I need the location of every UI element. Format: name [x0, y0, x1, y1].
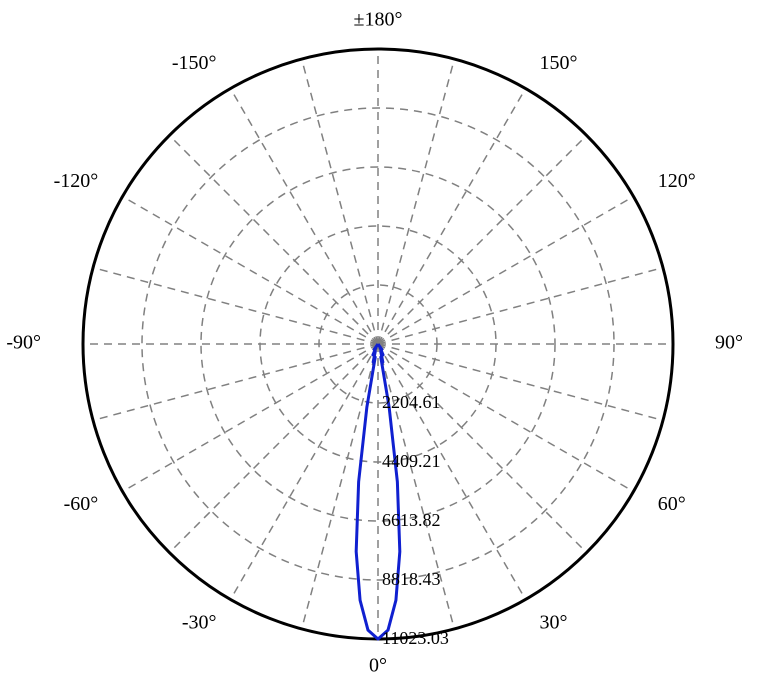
radial-tick-label: 6613.82 — [382, 510, 441, 530]
angle-label: 120° — [658, 170, 696, 192]
radial-tick-label: 11023.03 — [382, 628, 449, 648]
angle-label: 90° — [715, 332, 743, 354]
radial-tick-label: 8818.43 — [382, 569, 441, 589]
radial-tick-label: 4409.21 — [382, 451, 441, 471]
angle-label: -90° — [6, 332, 41, 354]
angle-label: ±180° — [354, 9, 403, 31]
polar-chart: 0° 30° 60° 90° 120° 150° ±180° -150° -120° -90° -6… — [0, 0, 759, 688]
radial-tick-label: 2204.61 — [382, 392, 441, 412]
angle-label: -150° — [172, 52, 217, 74]
angle-label: -30° — [182, 611, 217, 633]
angle-label: 60° — [658, 493, 686, 515]
angle-label: 150° — [540, 52, 578, 74]
angle-label: 30° — [540, 611, 568, 633]
angle-label: 0° — [369, 655, 387, 677]
angle-label: -120° — [54, 170, 99, 192]
angle-label: -60° — [64, 493, 99, 515]
